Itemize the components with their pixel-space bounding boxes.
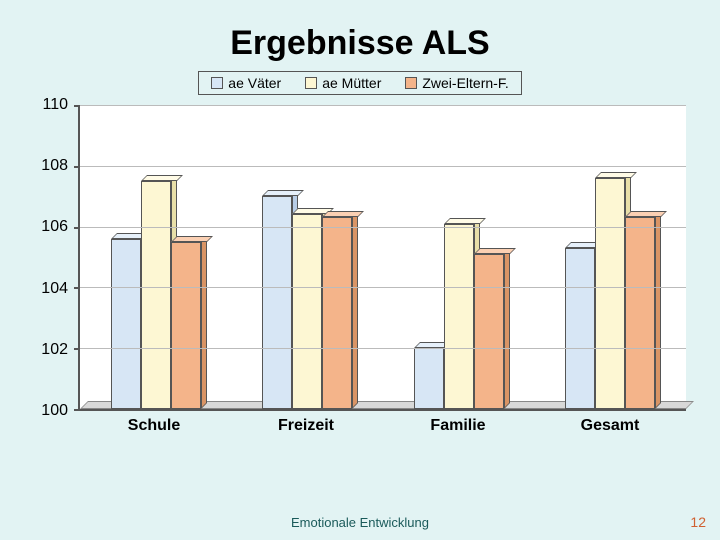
bar bbox=[322, 217, 352, 409]
bar-group bbox=[535, 105, 687, 409]
gridline bbox=[80, 227, 686, 228]
bar-group bbox=[383, 105, 535, 409]
bar-group bbox=[232, 105, 384, 409]
gridline bbox=[80, 105, 686, 106]
bar-groups bbox=[80, 105, 686, 409]
bar bbox=[565, 248, 595, 409]
legend-label: Zwei-Eltern-F. bbox=[422, 75, 508, 91]
y-tick-label: 108 bbox=[41, 157, 68, 175]
legend-label: ae Mütter bbox=[322, 75, 381, 91]
gridline bbox=[80, 166, 686, 167]
bar bbox=[625, 217, 655, 409]
gridline bbox=[80, 287, 686, 288]
x-axis-labels: SchuleFreizeitFamilieGesamt bbox=[78, 413, 686, 437]
bar bbox=[141, 181, 171, 409]
legend-swatch bbox=[405, 77, 417, 89]
x-axis-label: Familie bbox=[382, 413, 534, 437]
bar bbox=[595, 178, 625, 409]
gridline bbox=[80, 348, 686, 349]
bar bbox=[292, 214, 322, 409]
y-tick-label: 100 bbox=[41, 402, 68, 420]
chart: 100102104106108110 SchuleFreizeitFamilie… bbox=[30, 105, 690, 437]
bar bbox=[171, 242, 201, 409]
y-tick-mark bbox=[74, 348, 80, 350]
legend: ae Väter ae Mütter Zwei-Eltern-F. bbox=[198, 71, 521, 95]
bar bbox=[414, 348, 444, 409]
legend-item: ae Väter bbox=[211, 75, 281, 91]
bar bbox=[111, 239, 141, 409]
y-tick-mark bbox=[74, 287, 80, 289]
footer-text: Emotionale Entwicklung bbox=[0, 515, 720, 530]
y-tick-mark bbox=[74, 409, 80, 411]
y-axis: 100102104106108110 bbox=[30, 105, 74, 411]
bar bbox=[444, 224, 474, 409]
y-tick-mark bbox=[74, 227, 80, 229]
bar bbox=[474, 254, 504, 409]
x-axis-label: Freizeit bbox=[230, 413, 382, 437]
bar-group bbox=[80, 105, 232, 409]
bar bbox=[262, 196, 292, 409]
chart-title: Ergebnisse ALS bbox=[30, 24, 690, 63]
y-tick-mark bbox=[74, 166, 80, 168]
y-tick-label: 102 bbox=[41, 341, 68, 359]
legend-swatch bbox=[305, 77, 317, 89]
legend-item: Zwei-Eltern-F. bbox=[405, 75, 508, 91]
legend-swatch bbox=[211, 77, 223, 89]
legend-label: ae Väter bbox=[228, 75, 281, 91]
y-tick-mark bbox=[74, 105, 80, 107]
y-tick-label: 110 bbox=[42, 96, 68, 114]
slide-root: Ergebnisse ALS ae Väter ae Mütter Zwei-Elt… bbox=[0, 0, 720, 540]
slide-content: Ergebnisse ALS ae Väter ae Mütter Zwei-Elt… bbox=[30, 14, 690, 512]
plot-area bbox=[78, 105, 686, 411]
legend-item: ae Mütter bbox=[305, 75, 381, 91]
page-number: 12 bbox=[690, 514, 706, 530]
y-tick-label: 104 bbox=[41, 280, 68, 298]
x-axis-label: Schule bbox=[78, 413, 230, 437]
x-axis-label: Gesamt bbox=[534, 413, 686, 437]
y-tick-label: 106 bbox=[41, 218, 68, 236]
